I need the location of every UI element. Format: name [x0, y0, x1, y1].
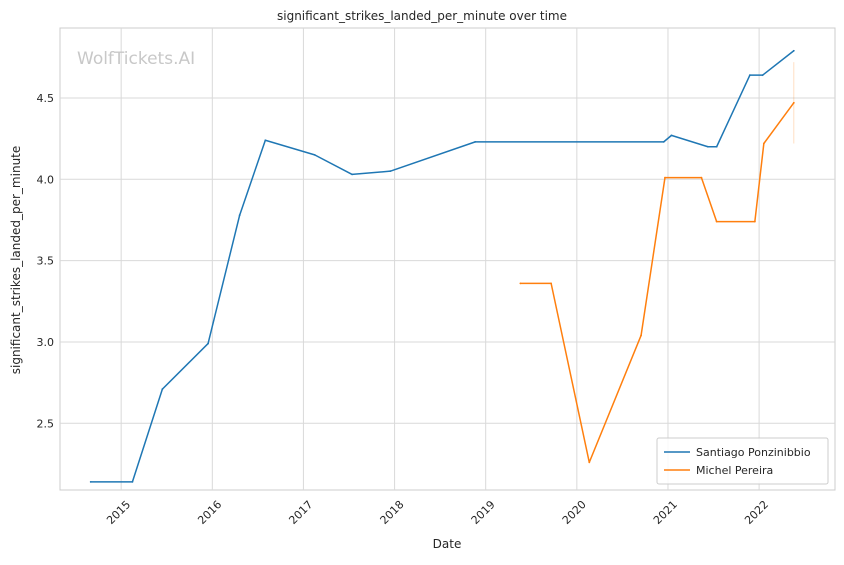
y-tick-label: 4.0: [37, 173, 55, 186]
data-point: [715, 145, 718, 148]
data-point: [761, 74, 764, 77]
data-point: [519, 282, 522, 285]
grid-lines: [60, 28, 835, 490]
data-point: [670, 134, 673, 137]
data-point: [662, 140, 665, 143]
data-point: [474, 140, 477, 143]
y-tick-label: 2.5: [37, 417, 55, 430]
legend-label-santiago: Santiago Ponzinibbio: [696, 446, 811, 459]
plot-area: [59, 27, 836, 491]
data-point: [131, 480, 134, 483]
data-point: [264, 139, 267, 142]
data-point: [550, 282, 553, 285]
y-tick-label: 3.0: [37, 336, 55, 349]
y-tick-label: 3.5: [37, 255, 55, 268]
data-point: [161, 388, 164, 391]
plot-frame: [59, 27, 836, 491]
data-point: [792, 49, 795, 52]
data-point: [89, 480, 92, 483]
data-point: [238, 214, 241, 216]
data-point: [762, 142, 765, 145]
series-line-michel-pereira: [519, 102, 795, 464]
data-point: [640, 334, 642, 337]
data-point: [707, 145, 709, 148]
data-point: [748, 74, 751, 77]
x-axis-label: Date: [433, 537, 462, 551]
y-tick-label: 4.5: [37, 92, 55, 105]
data-point: [313, 153, 316, 156]
data-point: [351, 173, 354, 176]
legend-label-michel: Michel Pereira: [696, 464, 773, 477]
data-point: [207, 342, 209, 345]
legend: Santiago Ponzinibbio Michel Pereira: [656, 437, 829, 485]
watermark-text: WolfTickets.AI: [77, 49, 195, 69]
data-point: [715, 220, 718, 223]
data-point: [700, 176, 703, 179]
data-point: [753, 220, 756, 223]
legend-box: [656, 437, 829, 485]
data-point: [664, 176, 666, 179]
data-point: [389, 170, 392, 173]
data-point: [792, 101, 795, 104]
chart-title: significant_strikes_landed_per_minute ov…: [277, 9, 567, 23]
data-point: [588, 461, 591, 464]
series-layer: [89, 49, 795, 483]
y-axis-label: significant_strikes_landed_per_minute: [9, 146, 23, 375]
